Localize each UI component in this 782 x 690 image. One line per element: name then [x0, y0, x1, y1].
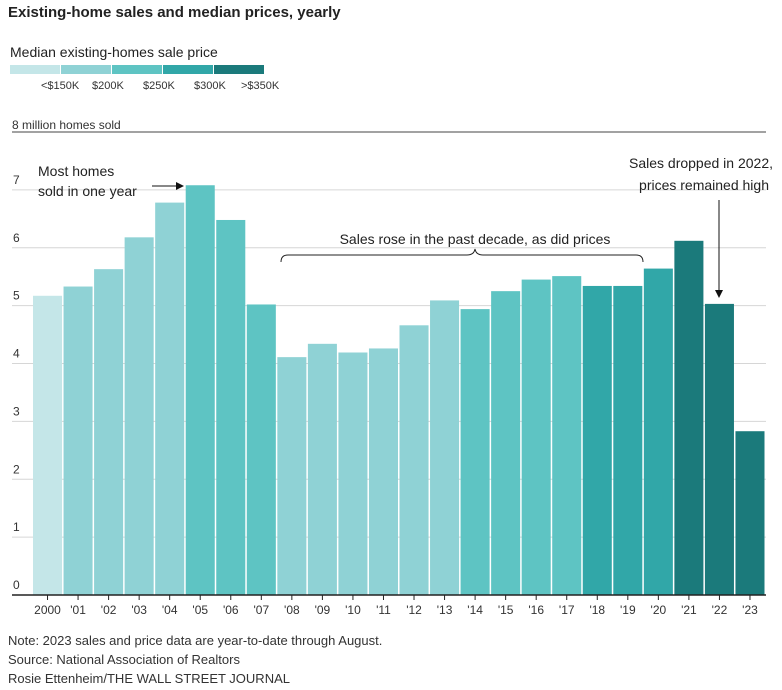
x-tick-label: '04	[162, 603, 178, 617]
footer-credit: Rosie Ettenheim/THE WALL STREET JOURNAL	[8, 671, 290, 686]
x-tick-label: '18	[589, 603, 605, 617]
annotation-drop-line1: Sales dropped in 2022,	[629, 155, 773, 171]
bar-23	[735, 431, 765, 595]
x-tick-label: '10	[345, 603, 361, 617]
y-tick-label: 6	[13, 231, 20, 245]
x-tick-label: '08	[284, 603, 300, 617]
legend-color-scale	[10, 65, 265, 74]
bar-06	[216, 219, 246, 595]
x-tick-label: '23	[742, 603, 758, 617]
bar-chart: 0 1 2 3 4 5 6 7 2000 '01 '02 '03 '04 '05 '06 '07 '08 '09…	[12, 118, 773, 617]
legend-label-5: >$350K	[241, 80, 280, 92]
x-tick-label: '06	[223, 603, 239, 617]
bar-21	[674, 240, 704, 595]
bar-20	[643, 268, 673, 595]
x-tick-label: '21	[681, 603, 697, 617]
x-tick-label: '09	[315, 603, 331, 617]
legend-swatch-1	[10, 65, 60, 74]
y-tick-label: 7	[13, 173, 20, 187]
x-tick-label: '15	[498, 603, 514, 617]
x-tick-label: '17	[559, 603, 575, 617]
bar-08	[277, 357, 307, 595]
bar-01	[63, 286, 93, 595]
annotation-most-homes-line1: Most homes	[38, 163, 114, 179]
bar-05	[185, 185, 215, 595]
legend-swatch-5	[214, 65, 264, 74]
bar-19	[613, 285, 643, 595]
bar-16	[521, 279, 551, 595]
y-tick-label: 0	[13, 578, 20, 592]
bar-04	[155, 202, 185, 596]
y-tick-label: 3	[13, 404, 20, 418]
bar-02	[94, 269, 124, 595]
annotation-decade-bracket	[280, 248, 644, 263]
legend-swatch-4	[163, 65, 213, 74]
annotation-most-homes-line2: sold in one year	[38, 183, 137, 199]
y-axis-label: 8 million homes sold	[12, 118, 121, 132]
footer: Note: 2023 sales and price data are year…	[8, 631, 382, 688]
x-tick-label: '07	[253, 603, 269, 617]
legend-label-2: $200K	[92, 80, 124, 92]
x-tick-label: '02	[101, 603, 117, 617]
y-tick-label: 4	[13, 347, 20, 361]
bar-11	[368, 348, 398, 595]
bar-22	[704, 303, 734, 595]
legend-label-3: $250K	[143, 80, 175, 92]
chart-title: Existing-home sales and median prices, y…	[8, 4, 341, 21]
bar-12	[399, 325, 429, 595]
x-tick-label: '16	[528, 603, 544, 617]
bar-15	[491, 291, 521, 595]
bar-03	[124, 237, 154, 595]
legend-label-1: <$150K	[41, 80, 80, 92]
bar-07	[246, 304, 276, 595]
footer-source: Source: National Association of Realtors	[8, 652, 240, 667]
x-tick-label: '05	[192, 603, 208, 617]
legend-swatch-2	[61, 65, 111, 74]
bar-10	[338, 352, 368, 595]
x-tick-label: '13	[437, 603, 453, 617]
legend-swatch-3	[112, 65, 162, 74]
y-tick-label: 1	[13, 520, 20, 534]
x-tick-label: '12	[406, 603, 422, 617]
x-tick-label: '20	[651, 603, 667, 617]
y-tick-label: 2	[13, 462, 20, 476]
bar-2000	[33, 295, 63, 595]
footer-note: Note: 2023 sales and price data are year…	[8, 633, 383, 648]
x-tick-label: 2000	[34, 603, 61, 617]
annotation-drop-line2: prices remained high	[639, 177, 769, 193]
x-tick-label: '01	[70, 603, 86, 617]
bar-18	[582, 285, 612, 595]
legend-title: Median existing-homes sale price	[10, 44, 218, 60]
x-tick-label: '03	[131, 603, 147, 617]
legend-label-4: $300K	[194, 80, 226, 92]
annotation-decade: Sales rose in the past decade, as did pr…	[340, 231, 611, 247]
y-tick-label: 5	[13, 289, 20, 303]
x-tick-label: '14	[467, 603, 483, 617]
bar-13	[430, 300, 460, 595]
bar-09	[307, 343, 337, 595]
bar-14	[460, 309, 490, 595]
x-tick-label: '19	[620, 603, 636, 617]
bar-17	[552, 276, 582, 595]
x-tick-label: '11	[376, 603, 391, 617]
x-tick-label: '22	[712, 603, 728, 617]
